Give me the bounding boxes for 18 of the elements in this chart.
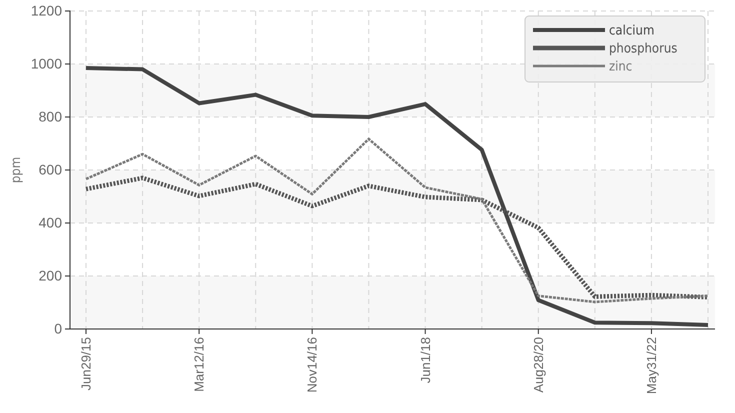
x-tick-label: Jun29/15	[78, 337, 94, 390]
y-tick-label: 400	[38, 214, 62, 230]
text: phosphorus	[609, 42, 678, 57]
x-tick-label: Nov14/16	[304, 337, 320, 393]
y-tick-label: 1200	[30, 2, 62, 18]
y-tick-label: 1000	[30, 55, 62, 72]
x-tick-label: Mar12/16	[192, 337, 207, 392]
y-tick-label: 800	[38, 108, 62, 124]
y-axis-title: ppm	[9, 156, 24, 184]
x-tick-label: May31/22	[644, 337, 660, 394]
y-tick-label: 600	[38, 161, 62, 178]
text: calcium	[609, 24, 654, 39]
text: zinc	[609, 60, 632, 75]
x-tick-label: Jun1/18	[418, 337, 433, 384]
y-tick-label: 200	[38, 267, 62, 284]
line-series	[84, 138, 710, 304]
x-tick-label: Aug28/20	[530, 337, 546, 393]
y-tick-label: 0	[54, 320, 62, 336]
